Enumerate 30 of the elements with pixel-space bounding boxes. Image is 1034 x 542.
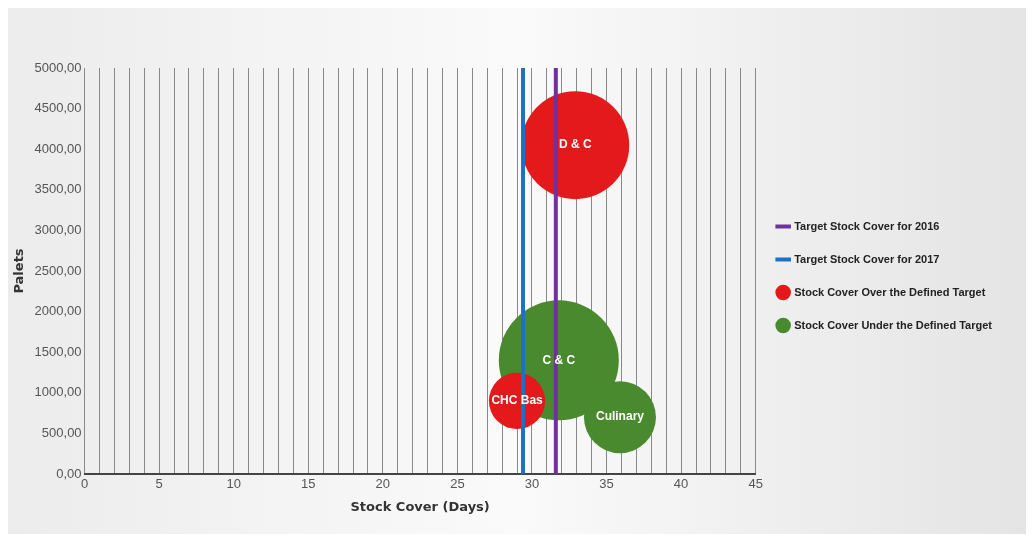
y-tick-label: 1000,00 [34, 384, 82, 400]
x-tick-label: 20 [375, 476, 391, 492]
legend-label: Stock Cover Under the Defined Target [794, 318, 993, 331]
annotation: C & C [542, 352, 576, 367]
y-tick-label: 3000,00 [34, 221, 82, 237]
annotation: Culinary [595, 409, 645, 424]
y-tick-label: 2000,00 [34, 303, 82, 319]
y-axis-title: Palets [11, 248, 27, 294]
y-tick-label: 500,00 [41, 424, 82, 440]
legend-label: Target Stock Cover for 2017 [794, 252, 940, 265]
x-tick-label: 5 [155, 476, 163, 492]
y-tick-label: 4000,00 [34, 140, 82, 156]
x-tick-label: 45 [748, 476, 763, 492]
y-tick-label: 5000,00 [34, 59, 82, 75]
annotation: D & C [558, 137, 592, 152]
x-tick-label: 25 [450, 476, 465, 492]
x-axis-title: Stock Cover (Days) [350, 498, 490, 514]
x-tick-label: 40 [673, 476, 689, 492]
x-tick-label: 10 [226, 476, 241, 492]
y-tick-label: 3500,00 [34, 181, 82, 197]
y-tick-label: 0,00 [56, 465, 82, 481]
legend-label: Target Stock Cover for 2016 [794, 219, 940, 232]
x-tick-label: 15 [301, 476, 316, 492]
legend-label: Stock Cover Over the Defined Target [794, 285, 986, 298]
y-tick-label: 1500,00 [34, 343, 82, 359]
y-tick-label: 4500,00 [34, 100, 82, 116]
y-tick-label: 2500,00 [34, 262, 82, 278]
x-tick-label: 0 [80, 476, 89, 492]
x-tick-label: 30 [524, 476, 540, 492]
x-tick-label: 35 [599, 476, 614, 492]
